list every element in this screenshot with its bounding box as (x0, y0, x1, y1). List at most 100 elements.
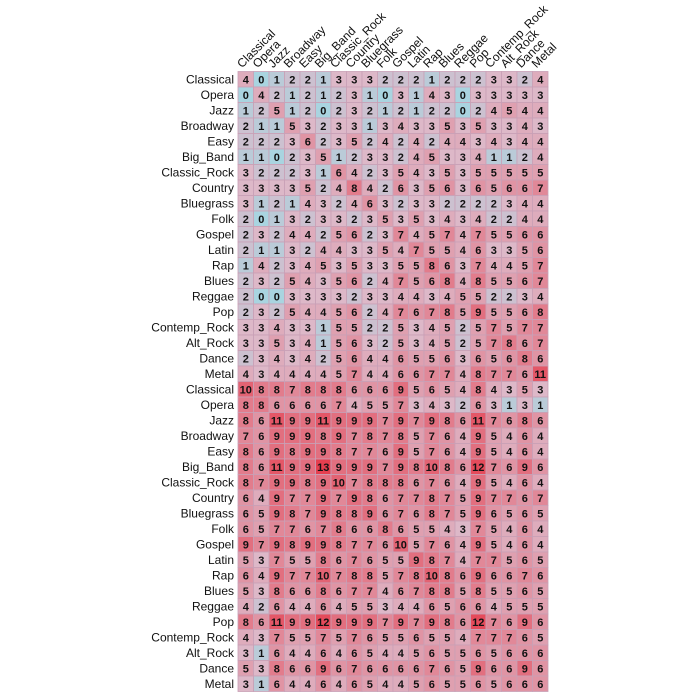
cell-value-label: 13 (317, 462, 329, 474)
cell-value-label: 5 (274, 105, 280, 117)
cell-value-label: 3 (336, 121, 342, 133)
cell-value-label: 2 (274, 198, 280, 210)
cell-value-label: 4 (289, 369, 296, 381)
cell-value-label: 5 (444, 648, 450, 660)
cell-value-label: 5 (336, 276, 342, 288)
cell-value-label: 3 (475, 136, 481, 148)
cell-value-label: 2 (243, 229, 249, 241)
cell-value-label: 7 (320, 632, 326, 644)
cell-value-label: 3 (243, 322, 249, 334)
cell-value-label: 6 (444, 260, 450, 272)
cell-value-label: 3 (413, 322, 419, 334)
cell-value-label: 5 (351, 322, 357, 334)
cell-value-label: 3 (289, 338, 295, 350)
cell-value-label: 3 (289, 353, 295, 365)
cell-value-label: 2 (444, 74, 450, 86)
row-label: Easy (207, 444, 234, 458)
cell-value-label: 5 (460, 493, 466, 505)
cell-value-label: 7 (429, 539, 435, 551)
cell-value-label: 4 (537, 105, 544, 117)
cell-value-label: 6 (506, 648, 512, 660)
cell-value-label: 3 (305, 167, 311, 179)
cell-value-label: 4 (305, 648, 312, 660)
cell-value-label: 6 (367, 198, 373, 210)
cell-value-label: 7 (398, 307, 404, 319)
cell-value-label: 7 (382, 462, 388, 474)
cell-value-label: 6 (351, 307, 357, 319)
cell-value-label: 7 (444, 555, 450, 567)
cell-value-label: 9 (522, 617, 528, 629)
cell-value-label: 2 (444, 198, 450, 210)
cell-value-label: 4 (382, 369, 389, 381)
cell-value-label: 4 (537, 524, 544, 536)
cell-value-label: 9 (320, 539, 326, 551)
cell-value-label: 1 (336, 152, 342, 164)
cell-value-label: 6 (382, 493, 388, 505)
cell-value-label: 8 (320, 384, 326, 396)
cell-value-label: 0 (320, 105, 326, 117)
cell-value-label: 4 (413, 136, 420, 148)
cell-value-label: 3 (367, 152, 373, 164)
cell-value-label: 9 (475, 570, 481, 582)
cell-value-label: 2 (274, 229, 280, 241)
row-label: Latin (208, 553, 234, 567)
cell-value-label: 6 (413, 307, 419, 319)
cell-value-label: 2 (336, 198, 342, 210)
cell-value-label: 5 (413, 446, 419, 458)
cell-value-label: 6 (367, 524, 373, 536)
cell-value-label: 5 (413, 276, 419, 288)
row-label: Dance (199, 351, 234, 365)
cell-value-label: 5 (367, 601, 373, 613)
cell-value-label: 5 (413, 353, 419, 365)
cell-value-label: 2 (475, 105, 481, 117)
cell-value-label: 8 (258, 384, 264, 396)
cell-value-label: 7 (429, 431, 435, 443)
cell-value-label: 7 (413, 415, 419, 427)
cell-value-label: 6 (522, 276, 528, 288)
cell-value-label: 7 (537, 322, 543, 334)
cell-value-label: 5 (320, 260, 326, 272)
cell-value-label: 8 (382, 477, 388, 489)
cell-value-label: 4 (506, 477, 513, 489)
cell-value-label: 5 (305, 555, 311, 567)
cell-value-label: 7 (506, 369, 512, 381)
cell-value-label: 6 (336, 586, 342, 598)
cell-value-label: 7 (429, 663, 435, 675)
cell-value-label: 7 (243, 431, 249, 443)
cell-value-label: 3 (522, 291, 528, 303)
cell-value-label: 4 (429, 338, 436, 350)
cell-value-label: 8 (320, 555, 326, 567)
cell-value-label: 4 (537, 214, 544, 226)
cell-value-label: 4 (537, 477, 544, 489)
cell-value-label: 1 (274, 214, 280, 226)
row-label: Blues (204, 584, 234, 598)
cell-value-label: 4 (491, 601, 498, 613)
cell-value-label: 1 (382, 105, 388, 117)
cell-value-label: 9 (336, 462, 342, 474)
cell-value-label: 9 (305, 617, 311, 629)
cell-value-label: 9 (305, 415, 311, 427)
cell-value-label: 3 (289, 260, 295, 272)
cell-value-label: 2 (243, 136, 249, 148)
cell-value-label: 5 (460, 291, 466, 303)
cell-value-label: 7 (305, 508, 311, 520)
cell-value-label: 6 (475, 245, 481, 257)
cell-value-label: 9 (274, 539, 280, 551)
cell-value-label: 0 (460, 90, 466, 102)
cell-value-label: 6 (305, 136, 311, 148)
cell-value-label: 5 (491, 648, 497, 660)
cell-value-label: 3 (367, 338, 373, 350)
cell-value-label: 4 (506, 260, 513, 272)
cell-value-label: 2 (305, 105, 311, 117)
cell-value-label: 4 (320, 245, 327, 257)
cell-value-label: 3 (537, 384, 543, 396)
cell-value-label: 9 (305, 431, 311, 443)
cell-value-label: 3 (491, 121, 497, 133)
cell-value-label: 4 (274, 369, 281, 381)
cell-value-label: 9 (320, 477, 326, 489)
cell-value-label: 12 (472, 462, 484, 474)
cell-value-label: 6 (429, 648, 435, 660)
cell-value-label: 8 (320, 431, 326, 443)
cell-value-label: 7 (475, 229, 481, 241)
cell-value-label: 3 (413, 338, 419, 350)
